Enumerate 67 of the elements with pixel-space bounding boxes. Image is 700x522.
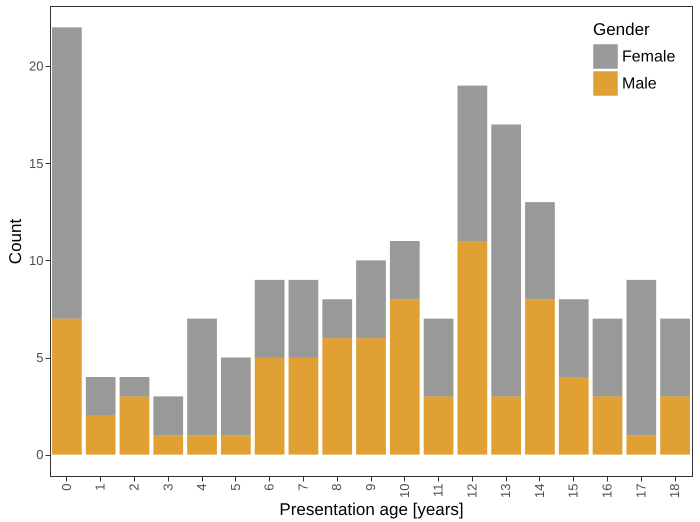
bar <box>660 318 690 396</box>
x-tick-label: 11 <box>430 484 446 497</box>
x-tick-label: 15 <box>566 484 581 498</box>
bar <box>52 27 82 319</box>
bar <box>86 376 116 416</box>
bar <box>86 416 116 455</box>
x-tick-label: 7 <box>295 484 310 491</box>
bar <box>120 376 150 396</box>
bar <box>153 396 184 436</box>
bar <box>424 396 454 455</box>
y-axis-title: Count <box>6 218 26 264</box>
x-tick-label: 6 <box>262 484 277 491</box>
x-tick-label: 13 <box>498 484 514 498</box>
x-axis-title: Presentation age [years] <box>279 500 464 519</box>
bar <box>52 318 82 455</box>
bar <box>491 396 522 455</box>
bar <box>254 280 284 358</box>
bar <box>153 435 184 455</box>
bar <box>390 299 420 455</box>
bar <box>187 318 217 436</box>
bar <box>220 435 251 455</box>
bar <box>558 376 589 455</box>
bar <box>660 396 690 455</box>
x-tick-label: 3 <box>160 484 176 491</box>
legend-label: Male <box>622 76 657 92</box>
bar <box>458 86 488 241</box>
bar <box>288 280 318 358</box>
bar <box>592 396 622 455</box>
bar <box>558 299 589 377</box>
y-tick-label: 15 <box>29 156 44 171</box>
x-tick-label: 12 <box>464 484 480 498</box>
x-tick-label: 17 <box>633 484 648 498</box>
bar <box>592 318 622 396</box>
x-tick-label: 2 <box>126 484 142 491</box>
x-tick-label: 8 <box>329 484 344 491</box>
y-tick-label: 10 <box>29 252 44 268</box>
x-tick-label: 16 <box>600 484 615 498</box>
bar <box>288 358 318 455</box>
bar <box>322 299 352 338</box>
bar <box>220 358 251 436</box>
y-tick-label: 5 <box>36 350 44 366</box>
x-tick-label: 4 <box>194 484 210 491</box>
x-tick-label: 14 <box>532 484 547 498</box>
bar <box>322 338 352 455</box>
x-tick-label: 5 <box>228 484 243 491</box>
x-tick-label: 9 <box>363 484 378 491</box>
y-tick-label: 20 <box>29 58 44 74</box>
x-tick-label: 0 <box>58 484 74 491</box>
legend-title: Gender <box>593 20 650 39</box>
bar <box>491 124 522 396</box>
y-tick-label: 0 <box>36 447 44 462</box>
bar <box>626 280 656 436</box>
x-tick-label: 10 <box>396 484 412 498</box>
bar <box>525 202 555 300</box>
bar <box>626 435 656 455</box>
x-tick-label: 1 <box>92 484 108 491</box>
bar <box>525 299 555 455</box>
bar <box>458 241 488 455</box>
bar <box>390 241 420 300</box>
bar <box>424 318 454 396</box>
bar <box>120 396 150 455</box>
bar <box>254 358 284 455</box>
bar <box>356 260 386 338</box>
bar <box>187 435 217 455</box>
x-tick-label: 18 <box>667 484 682 498</box>
bar <box>356 338 386 455</box>
legend-label: Female <box>622 48 676 66</box>
